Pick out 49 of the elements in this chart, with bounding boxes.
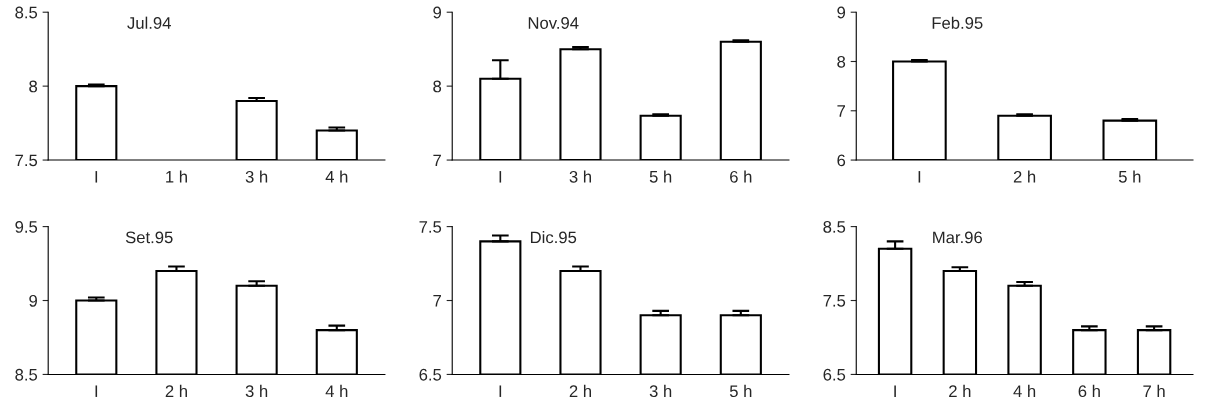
x-tick-label: 4 h <box>325 384 348 397</box>
y-tick-label: 9.5 <box>15 220 38 233</box>
y-tick-label: 6 <box>837 154 846 167</box>
y-tick-label: 7.5 <box>823 295 846 307</box>
y-tick-label: 9 <box>29 294 37 307</box>
x-tick-label: I <box>918 171 921 183</box>
y-tick-label: 7 <box>433 295 441 307</box>
chart-title: Feb.95 <box>932 16 983 29</box>
x-tick-label: I <box>499 171 502 183</box>
y-tick-label: 7.5 <box>15 154 38 167</box>
y-tick-label: 9 <box>837 6 846 19</box>
x-tick-label: 5 h <box>649 170 672 183</box>
x-tick-label: 5 h <box>729 384 752 398</box>
y-tick-label: 8 <box>433 80 442 93</box>
y-tick-label: 7 <box>433 154 441 167</box>
x-tick-label: I <box>95 171 98 183</box>
x-tick-label: 1 h <box>166 170 187 183</box>
x-tick-label: 6 h <box>1078 384 1100 398</box>
x-tick-label: 2 h <box>1013 170 1036 183</box>
x-tick-label: 3 h <box>649 384 672 398</box>
x-tick-label: 4 h <box>325 170 348 183</box>
y-tick-label: 8.5 <box>15 368 38 381</box>
chart-title: Dic.95 <box>530 231 577 244</box>
x-tick-label: I <box>95 385 98 397</box>
x-tick-label: 2 h <box>165 384 187 397</box>
x-tick-label: 6 h <box>730 170 752 183</box>
x-tick-label: I <box>894 385 896 397</box>
y-tick-label: 8.5 <box>823 220 846 233</box>
y-tick-label: 7.5 <box>419 221 442 233</box>
x-tick-label: 3 h <box>569 170 591 183</box>
chart-title: Set.95 <box>125 231 173 244</box>
x-tick-label: 3 h <box>245 384 268 398</box>
y-tick-label: 7 <box>837 105 846 117</box>
x-tick-label: I <box>499 385 502 397</box>
chart-title: Mar.96 <box>933 231 983 244</box>
y-tick-label: 8 <box>29 80 38 93</box>
x-tick-label: 3 h <box>245 170 268 183</box>
y-tick-label: 6.5 <box>823 368 846 381</box>
y-tick-label: 8 <box>837 55 846 68</box>
x-tick-label: 2 h <box>949 384 971 397</box>
y-tick-label: 8.5 <box>15 6 38 19</box>
chart-title: Nov.94 <box>528 17 579 29</box>
y-tick-label: 6.5 <box>419 368 442 381</box>
chart-title: Jul.94 <box>127 16 171 29</box>
x-tick-label: 5 h <box>1118 170 1141 183</box>
x-tick-label: 7 h <box>1143 384 1165 397</box>
x-tick-label: 2 h <box>569 384 591 397</box>
y-tick-label: 9 <box>433 6 442 19</box>
x-tick-label: 4 h <box>1013 384 1036 397</box>
